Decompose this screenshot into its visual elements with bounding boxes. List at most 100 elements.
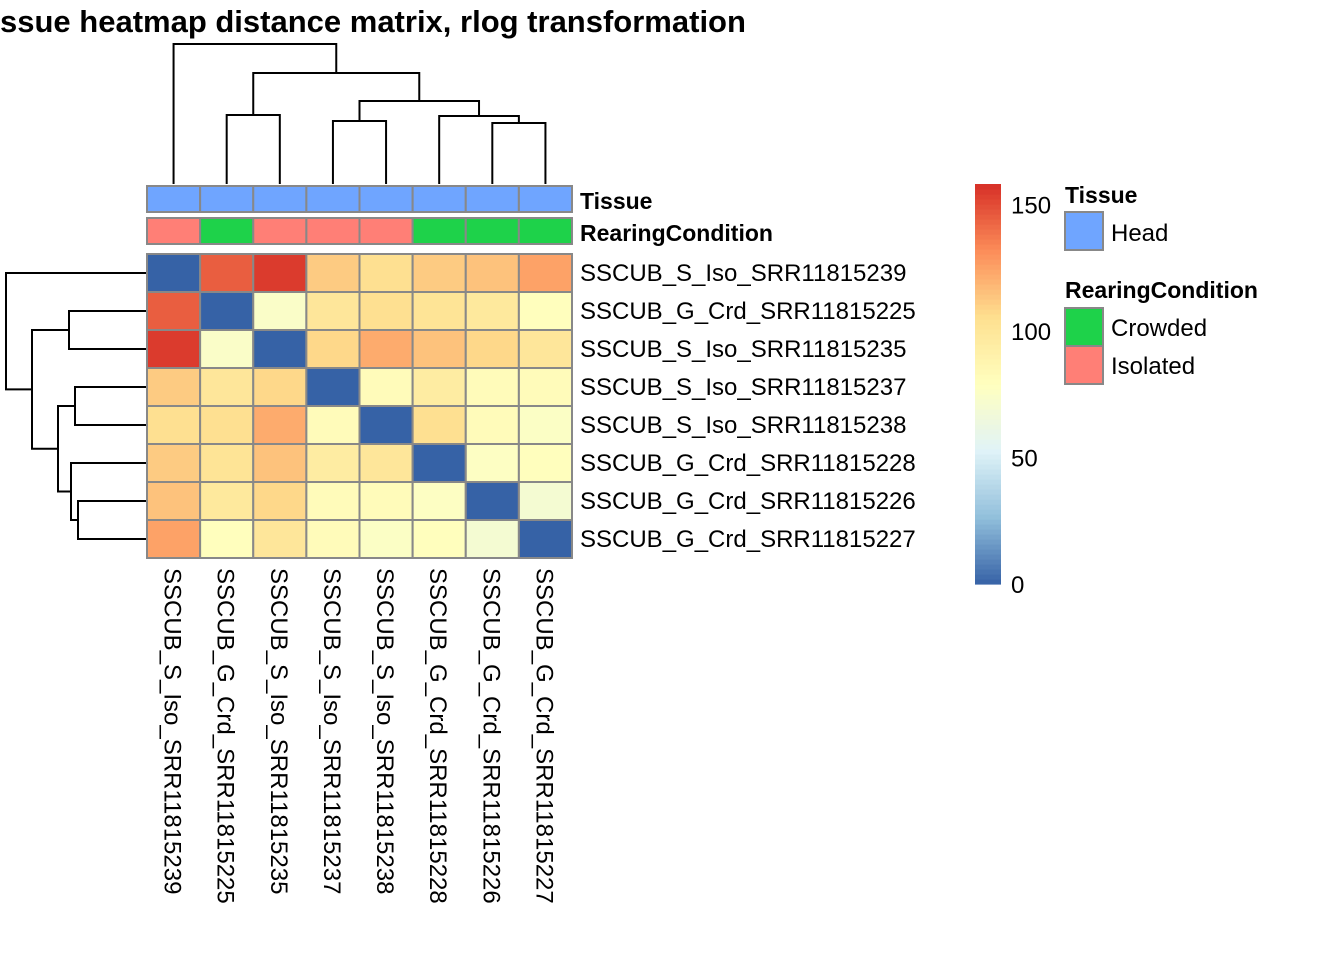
colorbar-segment: [975, 294, 1001, 300]
colorbar-segment: [975, 214, 1001, 220]
row-label: SSCUB_S_Iso_SRR11815237: [580, 374, 906, 401]
heatmap-cell: [358, 443, 414, 483]
column-label: SSCUB_S_Iso_SRR11815237: [318, 568, 345, 894]
colorbar-segment: [975, 269, 1001, 275]
colorbar-segment: [975, 454, 1001, 460]
heatmap-cell: [146, 367, 202, 407]
colorbar-segment: [975, 379, 1001, 385]
annotation-legend: Tissue Head RearingCondition Crowded Iso…: [1064, 182, 1258, 385]
rearing-annotation-cell: [199, 217, 255, 245]
rearing-annotation-cell: [411, 217, 467, 245]
heatmap-cell: [517, 367, 573, 407]
colorbar-segment: [975, 184, 1001, 190]
colorbar-segment: [975, 544, 1001, 550]
heatmap-cell: [252, 367, 308, 407]
heatmap-cell: [146, 443, 202, 483]
colorbar-segment: [975, 189, 1001, 195]
colorbar-segment: [975, 249, 1001, 255]
colorbar-segment: [975, 244, 1001, 250]
colorbar-segment: [975, 324, 1001, 330]
colorbar-segment: [975, 389, 1001, 395]
heatmap-cell: [517, 443, 573, 483]
colorbar-segment: [975, 374, 1001, 380]
colorbar-segment: [975, 499, 1001, 505]
colorbar-segment: [975, 404, 1001, 410]
heatmap-cell: [358, 329, 414, 369]
column-label: SSCUB_S_Iso_SRR11815239: [159, 568, 186, 894]
colorbar-segment: [975, 394, 1001, 400]
heatmap-cell: [411, 481, 467, 521]
row-dendrogram: [5, 272, 147, 540]
rearing-annotation-cell: [252, 217, 308, 245]
colorbar-segment: [975, 424, 1001, 430]
colorbar-segment: [975, 409, 1001, 415]
heatmap-cell: [252, 329, 308, 369]
heatmap-cell: [199, 481, 255, 521]
heatmap-cell: [464, 367, 520, 407]
colorbar-segment: [975, 359, 1001, 365]
colorbar-segment: [975, 334, 1001, 340]
colorbar-segment: [975, 549, 1001, 555]
heatmap-cell: [305, 291, 361, 331]
heatmap-cell: [358, 405, 414, 445]
chart-title: ssue heatmap distance matrix, rlog trans…: [0, 4, 746, 39]
heatmap-cell: [358, 253, 414, 293]
colorbar-segment: [975, 309, 1001, 315]
colorbar-tick-label: 50: [1011, 445, 1038, 472]
heatmap-cell: [252, 481, 308, 521]
tissue-annotation-cell: [358, 185, 414, 213]
legend-label-isolated: Isolated: [1111, 353, 1195, 380]
colorbar-segment: [975, 289, 1001, 295]
heatmap-cell: [252, 253, 308, 293]
colorbar-segment: [975, 449, 1001, 455]
heatmap-cell: [146, 405, 202, 445]
colorbar-tick-label: 100: [1011, 319, 1051, 346]
dendrogram-branch: [74, 386, 147, 426]
legend-title-rearing: RearingCondition: [1065, 277, 1258, 303]
colorbar-segment: [975, 459, 1001, 465]
tissue-annotation-cell: [464, 185, 520, 213]
heatmap-cell: [199, 519, 255, 559]
colorbar-segment: [975, 444, 1001, 450]
legend-title-tissue: Tissue: [1065, 182, 1137, 208]
heatmap-cell: [252, 519, 308, 559]
dendrogram-branch: [331, 120, 388, 184]
colorbar-segment: [975, 564, 1001, 570]
heatmap-cell: [464, 443, 520, 483]
colorbar-segment: [975, 569, 1001, 575]
colorbar-segment: [975, 509, 1001, 515]
heatmap-cell: [305, 253, 361, 293]
row-label: SSCUB_S_Iso_SRR11815239: [580, 260, 906, 287]
tissue-annotation-cell: [199, 185, 255, 213]
rearing-annotation-cell: [464, 217, 520, 245]
colorbar-segment: [975, 534, 1001, 540]
rearing-annotation-cell: [305, 217, 361, 245]
colorbar-segment: [975, 464, 1001, 470]
heatmap-cell: [464, 481, 520, 521]
heatmap-cell: [146, 291, 202, 331]
dendrogram-branch: [225, 114, 281, 184]
heatmap-cell: [305, 329, 361, 369]
row-label: SSCUB_G_Crd_SRR11815227: [580, 526, 916, 553]
colorbar-segment: [975, 264, 1001, 270]
colorbar-segment: [975, 259, 1001, 265]
dendrogram-branch: [70, 462, 147, 521]
colorbar-segment: [975, 579, 1001, 585]
dendrogram-branch: [57, 405, 75, 493]
colorbar: 0 50 100 150: [975, 184, 1051, 599]
rearing-annotation-cell: [517, 217, 573, 245]
heatmap-cell: [411, 443, 467, 483]
annotation-bars: [146, 185, 573, 245]
colorbar-segment: [975, 429, 1001, 435]
colorbar-segment: [975, 319, 1001, 325]
colorbar-segment: [975, 434, 1001, 440]
colorbar-segment: [975, 199, 1001, 205]
legend-swatch-crowded: [1064, 307, 1104, 347]
heatmap-cell: [305, 481, 361, 521]
colorbar-segment: [975, 399, 1001, 405]
heatmap-cell: [252, 291, 308, 331]
colorbar-segment: [975, 469, 1001, 475]
heatmap-cell: [358, 367, 414, 407]
column-dendrogram: [172, 43, 547, 184]
column-label: SSCUB_G_Crd_SRR11815228: [424, 568, 451, 904]
